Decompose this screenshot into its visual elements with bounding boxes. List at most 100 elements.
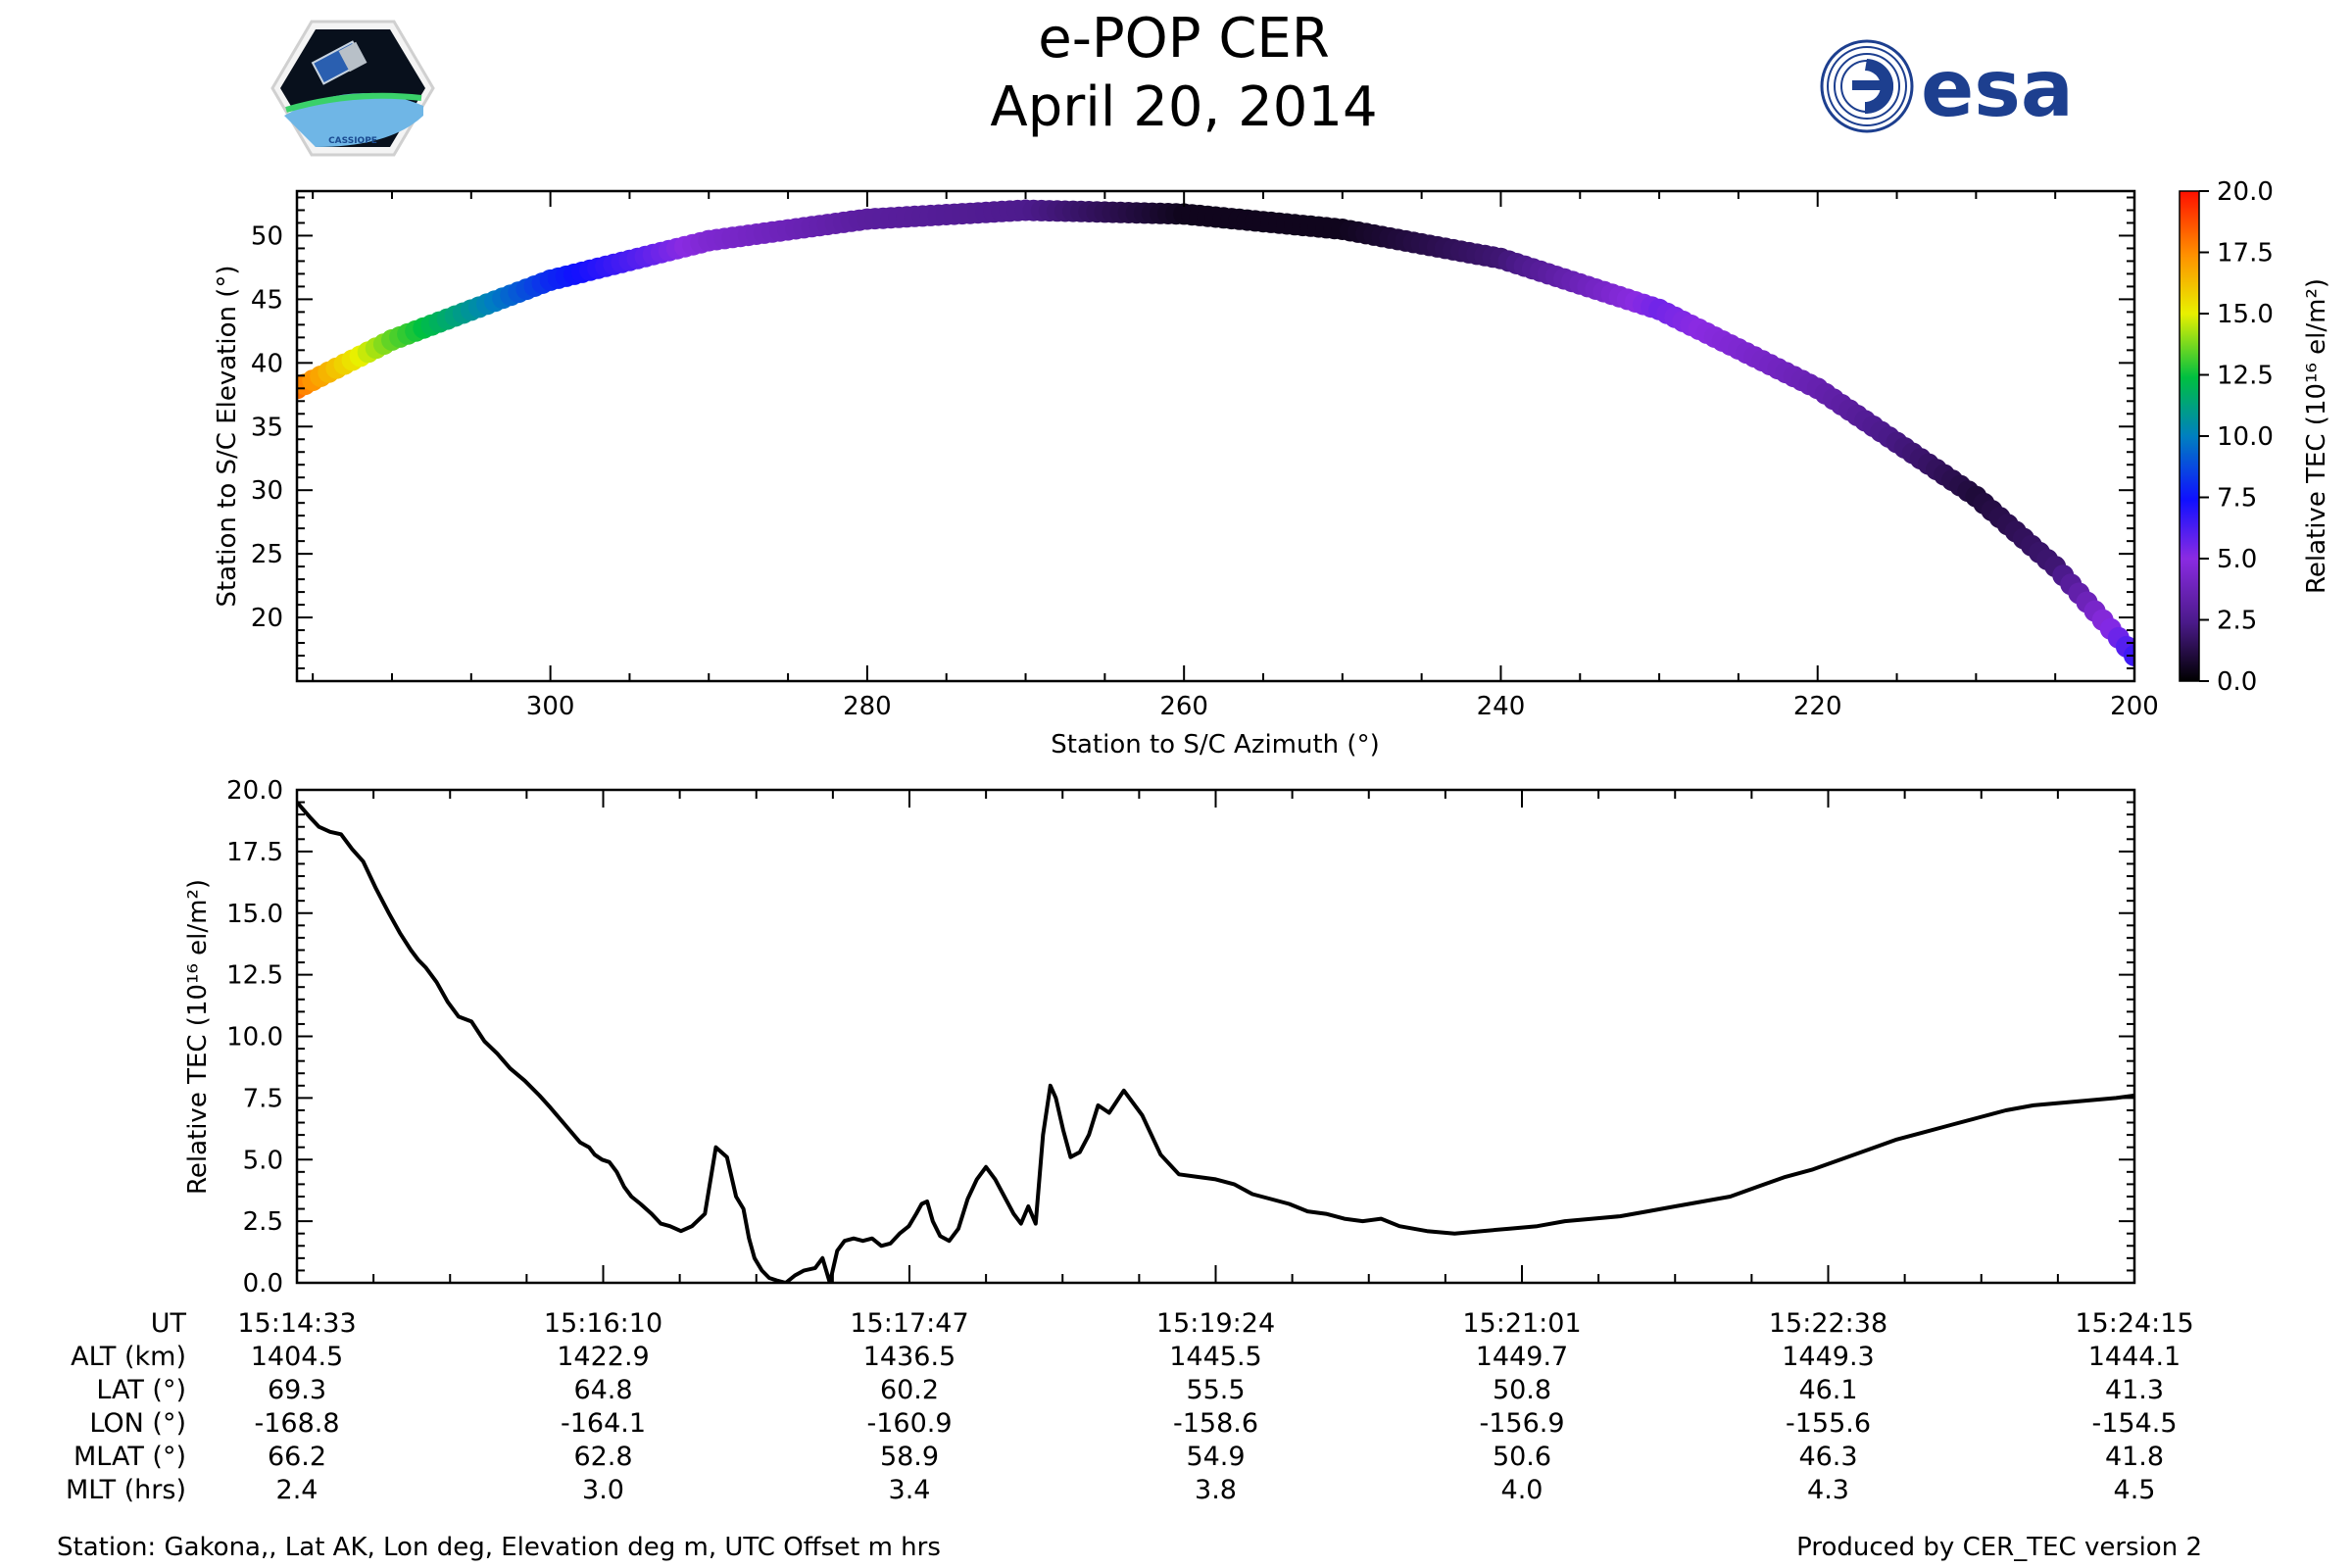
top-x-tick-label: 300: [526, 692, 575, 721]
top-y-tick-label: 40: [251, 349, 283, 378]
tec-time-plot: 0.0 2.5 5.0 7.5 10.0 12.5 15.0 17.5 20.0 Relativ…: [183, 776, 2136, 1298]
top-xlabel: Station to S/C Azimuth (°): [1051, 730, 1379, 760]
table-cell: 3.4: [889, 1475, 931, 1505]
table-cell: 3.8: [1195, 1475, 1237, 1505]
table-cell: 50.8: [1493, 1375, 1551, 1405]
bottom-y-tick-label: 10.0: [226, 1023, 283, 1053]
esa-logo: esa: [1820, 39, 2074, 134]
figure-title: e-POP CER: [1038, 7, 1329, 71]
table-cell: 50.6: [1493, 1442, 1551, 1472]
elevation-azimuth-plot: 300 280 260 240 220 200 20 25 30 35 40 45 50 Station…: [213, 189, 2159, 760]
colorbar-tick-label: 12.5: [2217, 362, 2274, 391]
table-cell: 1422.9: [557, 1342, 649, 1372]
top-plot-frame: [295, 189, 2136, 683]
colorbar-tick-label: 20.0: [2217, 177, 2274, 207]
table-cell: 55.5: [1186, 1375, 1245, 1405]
table-row-label: LAT (°): [96, 1375, 186, 1405]
top-y-tick-label: 20: [251, 604, 283, 633]
top-x-tick-label: 200: [2110, 692, 2159, 721]
table-cell: 41.3: [2105, 1375, 2164, 1405]
top-axis-ticks: 300 280 260 240 220 200 20 25 30 35 40 45 50: [251, 191, 2159, 721]
top-ylabel: Station to S/C Elevation (°): [213, 265, 242, 607]
footer-produced: Produced by CER_TEC version 2: [1796, 1533, 2202, 1562]
table-cell: 1404.5: [251, 1342, 343, 1372]
top-x-tick-label: 220: [1793, 692, 1842, 721]
table-row-label: LON (°): [89, 1408, 186, 1439]
colorbar-tick-label: 2.5: [2217, 607, 2257, 636]
colorbar-tick-label: 17.5: [2217, 239, 2274, 269]
top-y-tick-label: 25: [251, 540, 283, 569]
table-cell: 15:16:10: [544, 1308, 662, 1339]
table-cell: -155.6: [1786, 1408, 1871, 1439]
table-cell: 69.3: [268, 1375, 326, 1405]
table-cell: 60.2: [880, 1375, 939, 1405]
bottom-y-tick-label: 20.0: [226, 776, 283, 806]
table-cell: 1449.7: [1476, 1342, 1568, 1372]
cassiope-logo: CASSIOPE: [270, 20, 435, 157]
table-cell: -160.9: [866, 1408, 952, 1439]
table-cell: -154.5: [2091, 1408, 2177, 1439]
table-row-label: MLAT (°): [74, 1442, 186, 1472]
table-cell: 66.2: [268, 1442, 326, 1472]
table-cell: -156.9: [1479, 1408, 1564, 1439]
bottom-y-tick-label: 12.5: [226, 961, 283, 991]
table-cell: 3.0: [582, 1475, 624, 1505]
table-cell: 1436.5: [863, 1342, 956, 1372]
table-cell: 1449.3: [1782, 1342, 1874, 1372]
top-x-tick-label: 240: [1477, 692, 1526, 721]
table-cell: 4.0: [1501, 1475, 1544, 1505]
bottom-y-tick-label: 17.5: [226, 838, 283, 867]
colorbar-tick-label: 15.0: [2217, 300, 2274, 329]
table-cell: 64.8: [573, 1375, 632, 1405]
top-x-tick-label: 280: [843, 692, 892, 721]
colorbar-ticks: 0.0 2.5 5.0 7.5 10.0 12.5 15.0 17.5 20.0: [2199, 177, 2274, 697]
bottom-y-tick-label: 15.0: [226, 900, 283, 929]
colorbar-tick-label: 7.5: [2217, 484, 2257, 514]
table-cell: 1444.1: [2088, 1342, 2180, 1372]
table-cell: 15:19:24: [1156, 1308, 1275, 1339]
top-x-tick-label: 260: [1159, 692, 1208, 721]
table-cell: -168.8: [254, 1408, 339, 1439]
bottom-y-tick-label: 0.0: [243, 1269, 283, 1298]
figure-date: April 20, 2014: [990, 75, 1377, 139]
colorbar-gradient: [2179, 190, 2200, 682]
table-cell: 1445.5: [1169, 1342, 1261, 1372]
colorbar-label: Relative TEC (10¹⁶ el/m²): [2302, 278, 2331, 594]
table-cell: 15:24:15: [2075, 1308, 2193, 1339]
table-row-label: ALT (km): [71, 1342, 186, 1372]
table-cell: 58.9: [880, 1442, 939, 1472]
table-cell: 41.8: [2105, 1442, 2164, 1472]
colorbar: 0.0 2.5 5.0 7.5 10.0 12.5 15.0 17.5 20.0 Relativ…: [2179, 177, 2331, 697]
top-y-tick-label: 35: [251, 413, 283, 442]
tec-series-line: [297, 801, 2134, 1283]
table-cell: 62.8: [573, 1442, 632, 1472]
table-cell: 15:22:38: [1769, 1308, 1887, 1339]
footer-station: Station: Gakona,, Lat AK, Lon deg, Eleva…: [57, 1533, 941, 1562]
table-row-label: MLT (hrs): [66, 1475, 186, 1505]
bottom-axis-ticks: 0.0 2.5 5.0 7.5 10.0 12.5 15.0 17.5 20.0: [226, 776, 2135, 1298]
bottom-plot-frame: [295, 788, 2136, 1285]
table-cell: 2.4: [276, 1475, 318, 1505]
esa-logo-text: esa: [1921, 43, 2074, 134]
top-y-tick-label: 45: [251, 285, 283, 315]
table-cell: 54.9: [1186, 1442, 1245, 1472]
table-cell: 15:14:33: [237, 1308, 356, 1339]
table-cell: 4.3: [1807, 1475, 1849, 1505]
top-y-tick-label: 30: [251, 476, 283, 506]
bottom-y-tick-label: 2.5: [243, 1207, 283, 1237]
track-marks: [297, 199, 2134, 666]
table-row-label: UT: [151, 1308, 187, 1339]
table-cell: -164.1: [561, 1408, 646, 1439]
table-cell: 15:17:47: [850, 1308, 968, 1339]
bottom-y-tick-label: 7.5: [243, 1084, 283, 1113]
bottom-y-tick-label: 5.0: [243, 1146, 283, 1175]
table-cell: 15:21:01: [1462, 1308, 1581, 1339]
colorbar-tick-label: 5.0: [2217, 545, 2257, 574]
table-cell: -158.6: [1173, 1408, 1258, 1439]
table-cell: 4.5: [2114, 1475, 2156, 1505]
colorbar-tick-label: 0.0: [2217, 667, 2257, 697]
colorbar-tick-label: 10.0: [2217, 422, 2274, 452]
cassiope-logo-text: CASSIOPE: [328, 136, 377, 146]
